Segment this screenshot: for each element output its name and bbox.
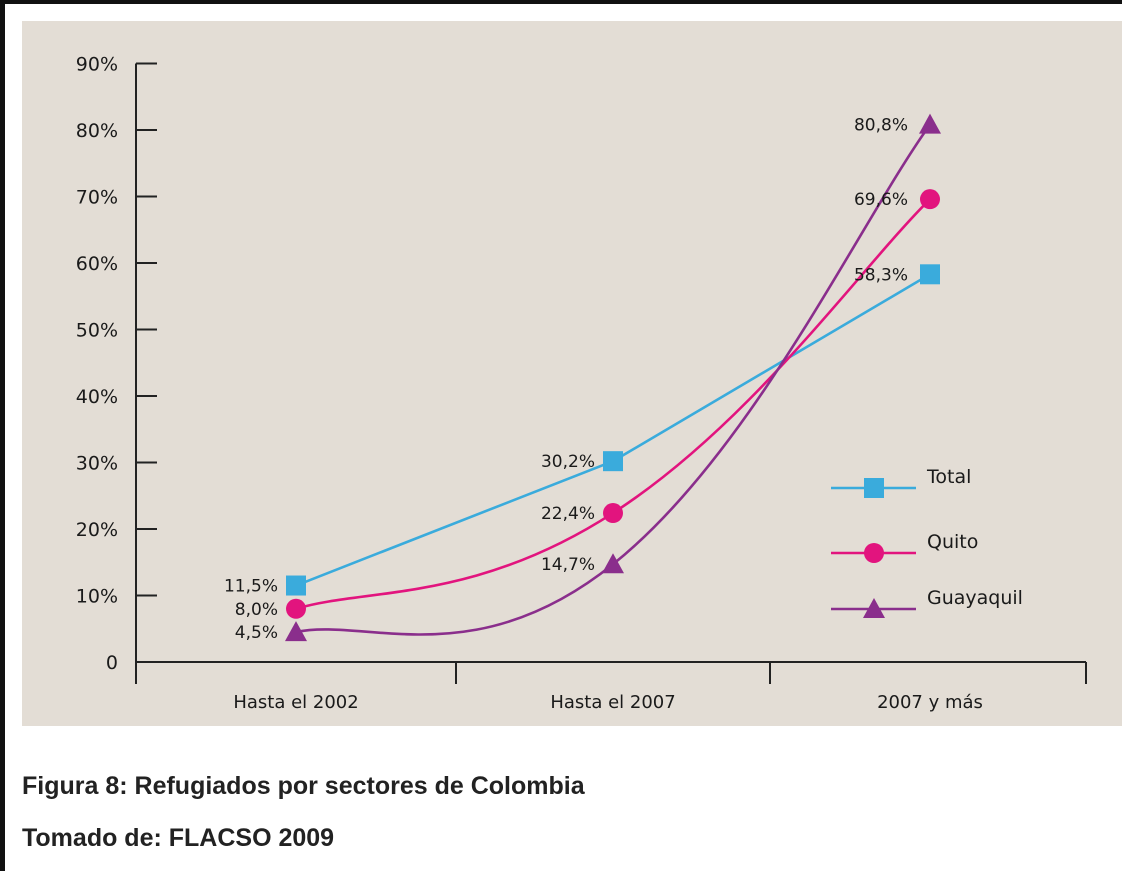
guayaquil-series-line xyxy=(295,123,932,636)
x-category-label: Hasta el 2007 xyxy=(550,692,675,713)
total-series-line xyxy=(295,273,931,587)
legend-total-label: Total xyxy=(926,466,971,488)
chart-background xyxy=(22,21,1122,726)
guayaquil-point xyxy=(919,113,941,134)
total-point xyxy=(920,264,940,285)
total-point xyxy=(603,451,623,472)
quito-data-label: 8,0% xyxy=(235,600,278,620)
chart-background-rect xyxy=(22,21,1122,726)
y-tick-label: 70% xyxy=(76,187,118,209)
y-tick-label: 20% xyxy=(76,519,118,541)
total-data-label: 11,5% xyxy=(224,577,278,597)
y-tick-label: 0 xyxy=(106,652,118,674)
quito-point xyxy=(920,189,940,210)
legend-guayaquil-label: Guayaquil xyxy=(927,587,1023,609)
y-tick-label: 30% xyxy=(76,453,118,475)
y-tick-label: 90% xyxy=(76,54,118,76)
legend-quito-marker xyxy=(864,543,884,563)
x-category-label: 2007 y más xyxy=(877,692,983,713)
quito-point xyxy=(286,598,306,619)
guayaquil-point xyxy=(285,621,307,642)
figure-caption: Figura 8: Refugiados por sectores de Col… xyxy=(22,772,585,800)
y-tick-label: 10% xyxy=(76,586,118,608)
quito-series-line xyxy=(295,198,931,611)
y-tick-label: 60% xyxy=(76,253,118,275)
line-chart: 0 10% 20% 30% 40% 50% 60% 70% 80% 90% Hasta el 200… xyxy=(76,54,1087,713)
y-tick-label: 80% xyxy=(76,120,118,142)
quito-data-label: 69,6% xyxy=(854,190,908,210)
source-caption: Tomado de: FLACSO 2009 xyxy=(22,824,335,852)
y-tick-label: 40% xyxy=(76,386,118,408)
y-tick-label: 50% xyxy=(76,320,118,342)
total-point xyxy=(286,575,306,596)
guayaquil-data-label: 80,8% xyxy=(854,116,908,136)
legend-quito-label: Quito xyxy=(927,531,978,553)
guayaquil-data-label: 4,5% xyxy=(235,623,278,643)
guayaquil-data-label: 14,7% xyxy=(541,555,595,575)
legend-total-marker xyxy=(864,478,884,498)
quito-data-label: 22,4% xyxy=(541,504,595,524)
total-data-label: 58,3% xyxy=(854,265,908,285)
guayaquil-point xyxy=(602,553,624,574)
quito-point xyxy=(603,503,623,524)
legend-guayaquil-marker xyxy=(863,598,885,618)
x-category-label: Hasta el 2002 xyxy=(233,692,358,713)
total-data-label: 30,2% xyxy=(541,452,595,472)
